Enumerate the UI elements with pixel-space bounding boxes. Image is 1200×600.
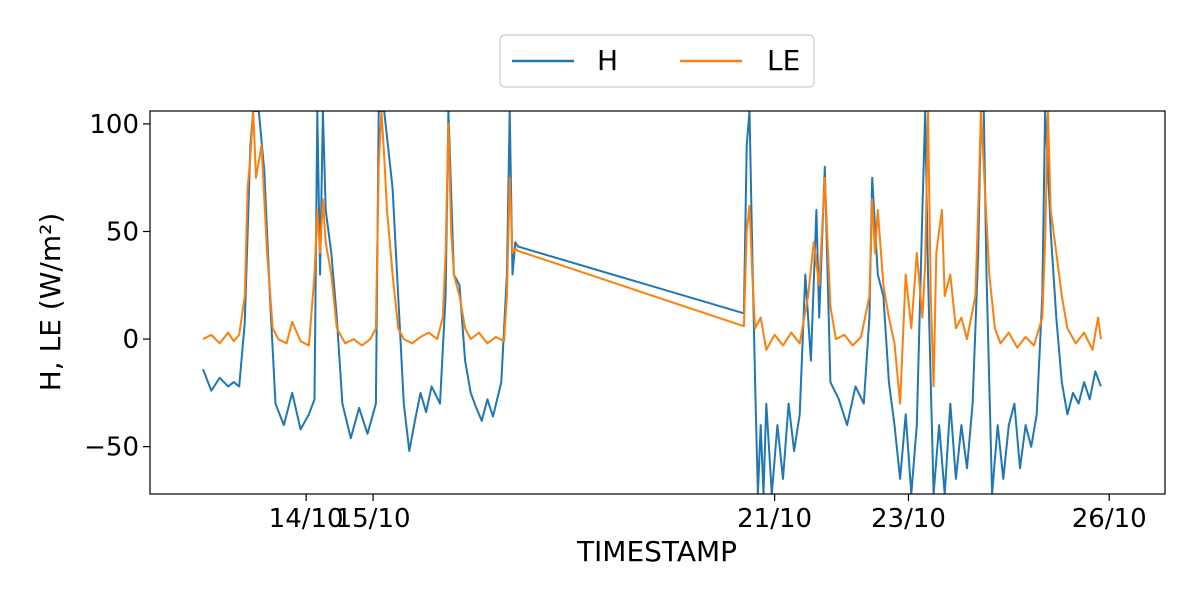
legend-label-h: H (597, 44, 618, 77)
x-tick: 15/10 (336, 494, 411, 534)
plot-area-frame (149, 110, 1166, 495)
x-tick-label: 21/10 (737, 504, 812, 534)
x-tick: 14/10 (269, 494, 344, 534)
x-axis: 14/10 15/10 21/10 23/10 26/10 (269, 494, 1147, 534)
series-line-h (202, 111, 1102, 494)
y-tick: −50 (84, 433, 150, 463)
legend-frame (499, 34, 815, 88)
legend-label-le: LE (767, 44, 800, 77)
y-tick: 100 (89, 110, 150, 140)
series-line-le (202, 111, 1102, 405)
y-axis: −50 0 50 100 (84, 110, 150, 463)
x-tick: 21/10 (737, 494, 812, 534)
y-tick-label: −50 (84, 433, 139, 463)
x-tick-label: 23/10 (871, 504, 946, 534)
x-tick-label: 14/10 (269, 504, 344, 534)
y-tick: 0 (122, 325, 150, 355)
y-axis-label: H, LE (W/m²) (34, 213, 67, 392)
x-tick-label: 15/10 (336, 504, 411, 534)
legend: H LE (499, 34, 815, 88)
x-tick: 26/10 (1072, 494, 1147, 534)
y-tick-label: 0 (122, 325, 139, 355)
y-tick-label: 100 (89, 110, 139, 140)
x-tick-label: 26/10 (1072, 504, 1147, 534)
y-tick: 50 (106, 217, 150, 247)
x-axis-label: TIMESTAMP (576, 535, 737, 568)
x-tick: 23/10 (871, 494, 946, 534)
y-tick-label: 50 (106, 217, 139, 247)
